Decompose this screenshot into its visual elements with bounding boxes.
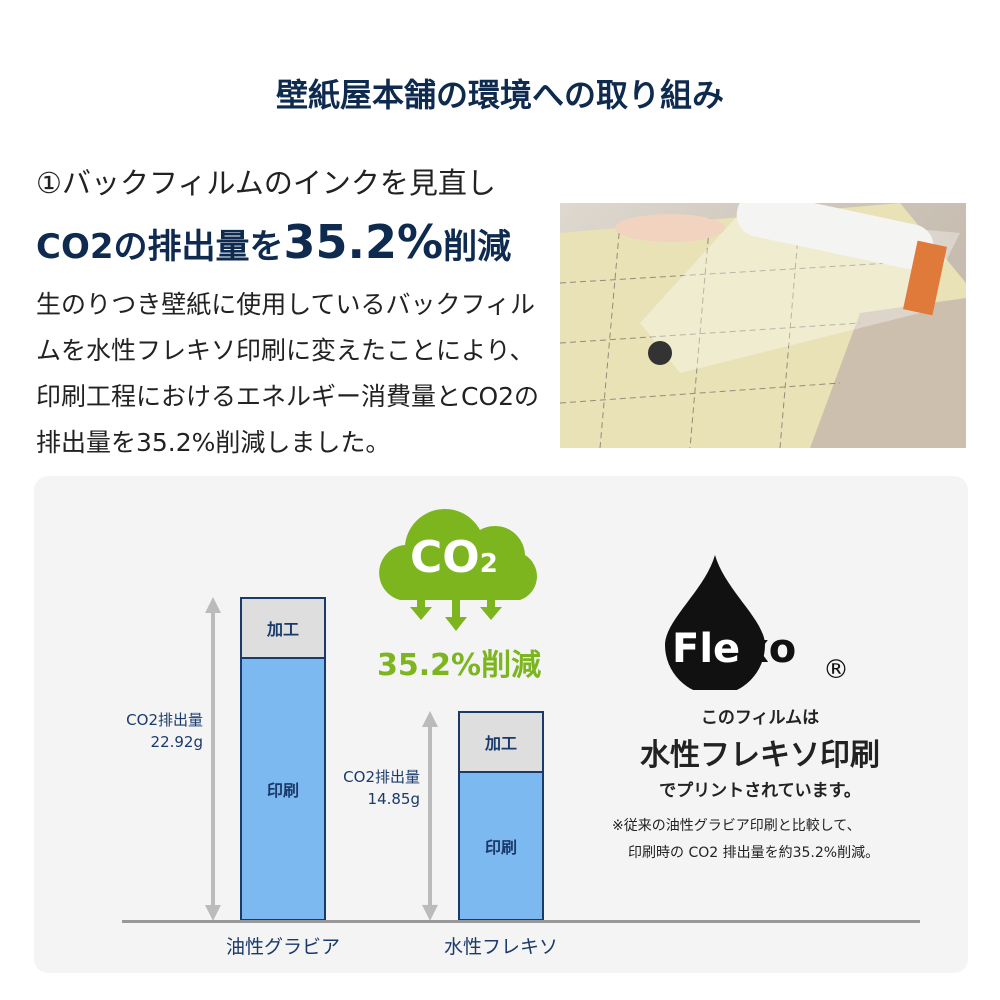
flexo-line1: このフィルムは <box>700 708 820 728</box>
page-title: 壁紙屋本舗の環境への取り組み <box>275 76 724 114</box>
total-label: CO2排出量 22.92g <box>126 711 203 751</box>
headline-value: 35.2% <box>283 215 444 269</box>
bar-segment-print: 印刷 <box>460 773 542 919</box>
bar-0: 加工 印刷 <box>240 597 326 921</box>
flexo-drop-logo: Fle xo ® <box>665 555 849 690</box>
wallpaper-backfilm-photo <box>560 203 966 448</box>
category-label: 油性グラビア <box>225 936 340 958</box>
co2-cloud-icon <box>379 508 537 631</box>
bar-1: 加工 印刷 <box>458 711 544 921</box>
section-headline: CO2の排出量を35.2%削減 <box>36 215 511 269</box>
flexo-logo-text: Fle <box>672 626 740 672</box>
photo-illustration <box>560 203 966 448</box>
flexo-line3: でプリントされています。 <box>659 781 861 801</box>
total-label: CO2排出量 14.85g <box>343 768 420 809</box>
baseline <box>122 920 920 923</box>
total-arrow <box>205 597 221 921</box>
headline-post: 削減 <box>443 227 512 267</box>
bar-segment-print: 印刷 <box>242 658 324 919</box>
headline-pre: CO2の排出量を <box>36 227 284 267</box>
section-body: 生のりつき壁紙に使用しているバックフィルムを水性フレキソ印刷に変えたことにより、… <box>36 290 540 457</box>
reduction-label: 35.2%削減 <box>377 648 542 683</box>
total-arrow <box>422 711 438 921</box>
category-label: 水性フレキソ <box>443 936 558 958</box>
registered-mark: ® <box>823 655 849 685</box>
co2-label: CO2 <box>410 532 498 583</box>
flexo-note2: 印刷時の CO2 排出量を約35.2%削減。 <box>628 845 880 861</box>
section-subtitle: ①バックフィルムのインクを見直し <box>36 166 496 200</box>
bar-segment-process: 加工 <box>242 599 324 659</box>
flexo-note1: ※従来の油性グラビア印刷と比較して、 <box>612 818 861 834</box>
flexo-line2: 水性フレキソ印刷 <box>640 738 880 773</box>
bar-segment-process: 加工 <box>460 713 542 774</box>
svg-text:xo: xo <box>743 626 796 672</box>
